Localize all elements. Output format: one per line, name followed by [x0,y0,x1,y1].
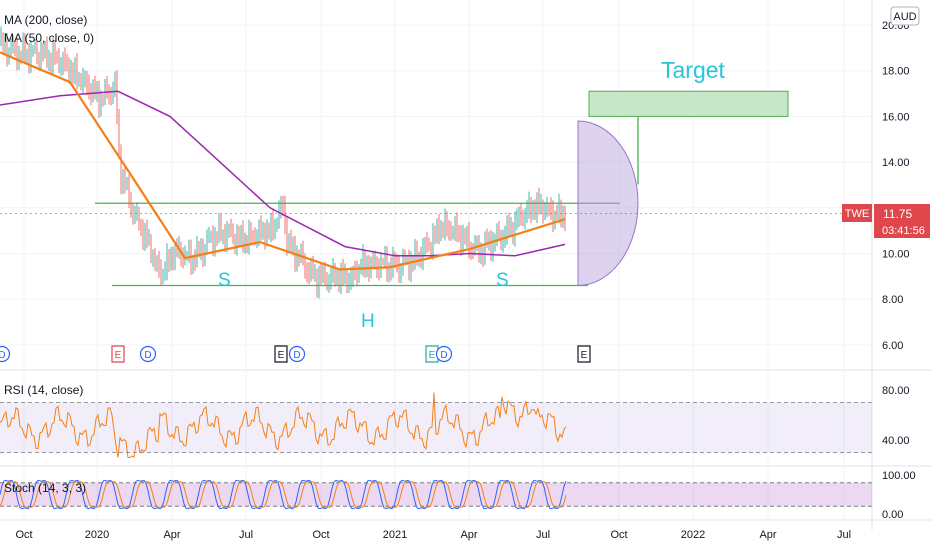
rsi-line [0,392,567,459]
target-label: Target [661,57,726,83]
legend-ma200[interactable]: MA (200, close) [4,13,87,27]
time-tick-label: Apr [460,529,477,541]
stoch-d-line [0,481,567,508]
earnings-marker[interactable] [425,345,439,363]
earnings-marker-label: E [115,350,122,361]
time-tick-label: 2022 [681,529,705,541]
legend-stoch[interactable]: Stoch (14, 3, 3) [4,481,86,495]
price-badge [874,204,930,238]
pattern-drawings[interactable] [95,90,789,287]
legend-ma50[interactable]: MA (50, close, 0) [4,31,94,45]
stoch-band [0,482,872,507]
legend-rsi[interactable]: RSI (14, close) [4,383,83,397]
time-tick-label: Jul [536,529,550,541]
time-tick-label: 2021 [383,529,407,541]
dividend-marker[interactable] [288,345,306,363]
currency-badge[interactable] [890,6,920,26]
earnings-marker[interactable] [274,345,288,363]
dividend-marker-label: D [0,350,6,361]
stoch-tick-label: 100.00 [882,470,916,482]
dividend-marker-label: D [293,350,300,361]
dividend-marker-label: D [144,350,151,361]
earnings-marker-label: E [278,350,285,361]
earnings-marker[interactable] [111,345,125,363]
time-tick-label: Apr [759,529,776,541]
rsi-tick-label: 40.00 [882,435,910,447]
dividend-marker[interactable] [435,345,453,363]
last-price: 11.75 [883,207,912,221]
ticker-symbol: TWE [845,208,869,220]
ma200-line [0,90,566,257]
earnings-marker-label: E [429,350,436,361]
ma50-line [0,51,566,271]
dividend-marker-label: D [440,350,447,361]
projection-bowl[interactable] [577,120,639,286]
dividend-marker[interactable] [139,345,157,363]
time-tick-label: 2020 [85,529,109,541]
head-label: H [361,311,375,332]
time-tick-label: Jul [837,529,851,541]
stoch-k-line [0,479,567,510]
stoch-panel[interactable]: 100.00 0.00 [0,470,916,521]
left-shoulder-label: S [218,270,231,291]
moving-averages [0,51,872,271]
price-tick-label: 6.00 [882,340,903,352]
price-tick-label: 8.00 [882,294,903,306]
currency-label: AUD [893,11,916,23]
rsi-tick-label: 80.00 [882,385,910,397]
time-tick-label: Apr [163,529,180,541]
ticker-badge[interactable] [842,204,872,222]
earnings-marker-label: E [581,350,588,361]
time-tick-label: Oct [312,529,329,541]
price-tick-label: 16.00 [882,111,910,123]
rsi-panel[interactable]: 80.00 40.00 [0,385,910,459]
price-tick-label: 18.00 [882,66,910,78]
price-tick-label: 14.00 [882,157,910,169]
bar-countdown: 03:41:56 [882,225,925,237]
time-tick-label: Oct [610,529,627,541]
price-tick-label: 10.00 [882,249,910,261]
right-shoulder-label: S [496,270,509,291]
dividend-marker[interactable] [0,345,11,363]
earnings-marker[interactable] [577,345,591,363]
target-zone[interactable] [588,90,789,117]
time-tick-label: Oct [15,529,32,541]
stoch-tick-label: 0.00 [882,509,903,521]
time-tick-label: Jul [239,529,253,541]
